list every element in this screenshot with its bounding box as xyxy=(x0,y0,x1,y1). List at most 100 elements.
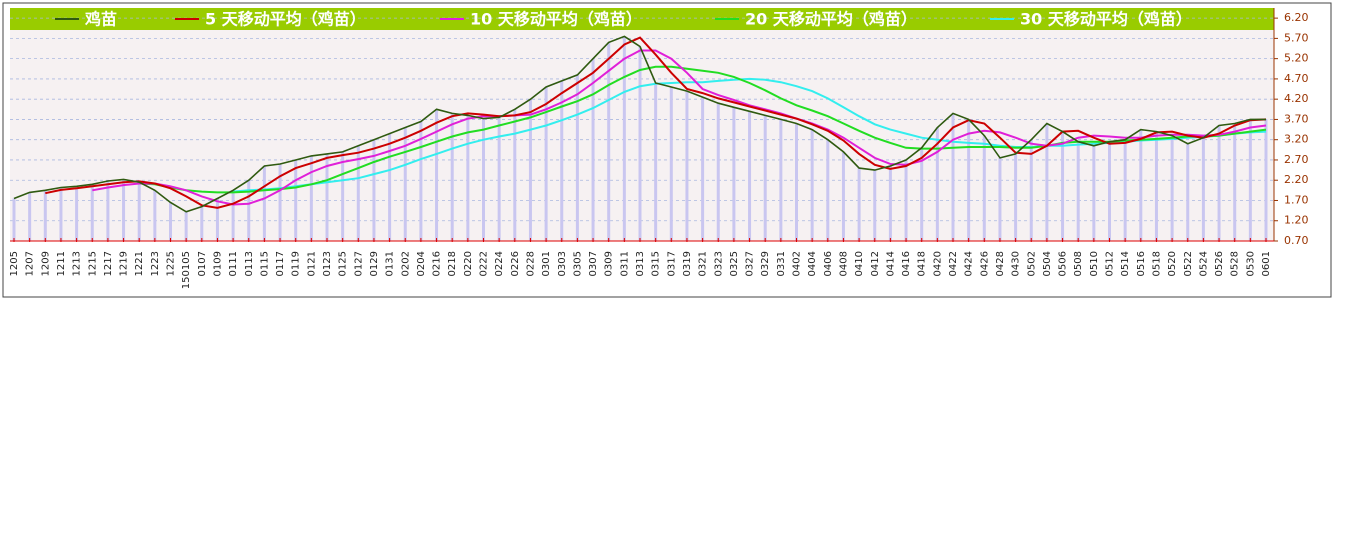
x-tick-label: 0408 xyxy=(838,251,849,276)
bar xyxy=(215,198,219,241)
bar xyxy=(779,119,783,241)
bar xyxy=(1248,119,1252,241)
bar xyxy=(419,121,423,241)
bar xyxy=(372,139,376,241)
bar xyxy=(1201,137,1205,241)
x-tick-label: 0224 xyxy=(494,251,505,276)
x-tick-label: 0315 xyxy=(651,251,662,276)
x-tick-label: 0518 xyxy=(1151,251,1162,276)
y-tick-label: 3.20 xyxy=(1284,133,1309,146)
x-tick-label: 0422 xyxy=(948,251,959,276)
bar xyxy=(748,111,752,241)
bar xyxy=(607,42,611,241)
x-tick-label: 0506 xyxy=(1058,251,1069,276)
bar xyxy=(669,87,673,241)
x-tick-label: 0414 xyxy=(885,251,896,276)
y-tick-label: 1.20 xyxy=(1284,214,1309,227)
x-tick-label: 0329 xyxy=(760,251,771,276)
bar xyxy=(528,99,532,241)
legend-bar xyxy=(10,8,1274,30)
legend-label: 20 天移动平均（鸡苗） xyxy=(745,10,917,29)
bar xyxy=(1233,123,1237,241)
x-tick-label: 0202 xyxy=(400,251,411,276)
x-tick-label: 0119 xyxy=(291,251,302,276)
x-tick-label: 0115 xyxy=(259,251,270,276)
plot-background xyxy=(10,8,1274,241)
bar xyxy=(888,166,892,241)
bar xyxy=(106,181,110,241)
bar xyxy=(701,97,705,241)
x-tick-label: 0303 xyxy=(557,251,568,276)
x-tick-label: 0412 xyxy=(870,251,881,276)
x-tick-label: 0313 xyxy=(635,251,646,276)
x-tick-label: 0520 xyxy=(1167,251,1178,276)
series-line xyxy=(92,49,1267,206)
x-tick-label: 0331 xyxy=(776,251,787,276)
x-tick-label: 1211 xyxy=(56,251,67,276)
x-tick-label: 0125 xyxy=(338,251,349,276)
x-tick-label: 150105 xyxy=(181,251,192,289)
bar xyxy=(1170,135,1174,241)
bar xyxy=(403,127,407,241)
x-tick-label: 0508 xyxy=(1073,251,1084,276)
x-tick-label: 0220 xyxy=(463,251,474,276)
x-tick-label: 0528 xyxy=(1230,251,1241,276)
x-tick-label: 1225 xyxy=(166,251,177,276)
bar xyxy=(1092,145,1096,241)
bar xyxy=(732,107,736,241)
bar xyxy=(904,159,908,241)
x-tick-label: 0522 xyxy=(1183,251,1194,276)
x-tick-label: 0512 xyxy=(1105,251,1116,276)
bar xyxy=(1154,131,1158,241)
x-tick-label: 0317 xyxy=(666,251,677,276)
x-tick-label: 0117 xyxy=(275,251,286,276)
x-tick-label: 0204 xyxy=(416,251,427,276)
bar xyxy=(497,117,501,241)
bar xyxy=(341,151,345,241)
bar xyxy=(12,198,16,241)
bar xyxy=(75,186,79,241)
x-tick-label: 1213 xyxy=(72,251,83,276)
x-tick-label: 0216 xyxy=(432,251,443,276)
x-tick-label: 0430 xyxy=(1011,251,1022,276)
x-tick-label: 1221 xyxy=(134,251,145,276)
bar xyxy=(153,190,157,241)
bar xyxy=(169,202,172,241)
bar xyxy=(951,113,955,241)
x-tick-label: 0516 xyxy=(1136,251,1147,276)
x-tick-label: 1217 xyxy=(103,251,114,276)
bar xyxy=(482,118,485,241)
x-tick-label: 0402 xyxy=(792,251,803,276)
bar xyxy=(920,147,924,241)
x-tick-label: 0426 xyxy=(979,251,990,276)
bar xyxy=(513,109,517,241)
bar xyxy=(873,170,877,241)
bar xyxy=(857,168,861,241)
bar xyxy=(43,190,47,241)
legend-label: 10 天移动平均（鸡苗） xyxy=(470,10,642,29)
bar xyxy=(294,159,298,241)
x-tick-label: 0113 xyxy=(244,251,255,276)
bar xyxy=(763,115,767,241)
bar xyxy=(1217,125,1221,241)
x-tick-label: 0109 xyxy=(212,251,223,276)
x-tick-label: 0416 xyxy=(901,251,912,276)
bar xyxy=(28,192,32,241)
bar xyxy=(716,103,720,241)
y-tick-label: 4.20 xyxy=(1284,92,1309,105)
bar xyxy=(810,129,814,241)
bar xyxy=(356,145,360,241)
bar xyxy=(591,58,595,241)
bar xyxy=(1108,141,1111,241)
bar xyxy=(982,135,986,241)
x-tick-label: 0305 xyxy=(572,251,583,276)
bar xyxy=(1076,141,1080,241)
x-tick-label: 1219 xyxy=(119,251,130,276)
x-tick-label: 0228 xyxy=(525,251,536,276)
bar xyxy=(59,187,63,241)
y-tick-label: 3.70 xyxy=(1284,112,1309,125)
x-tick-label: 0319 xyxy=(682,251,693,276)
bar xyxy=(1186,143,1190,241)
bar xyxy=(450,113,454,241)
